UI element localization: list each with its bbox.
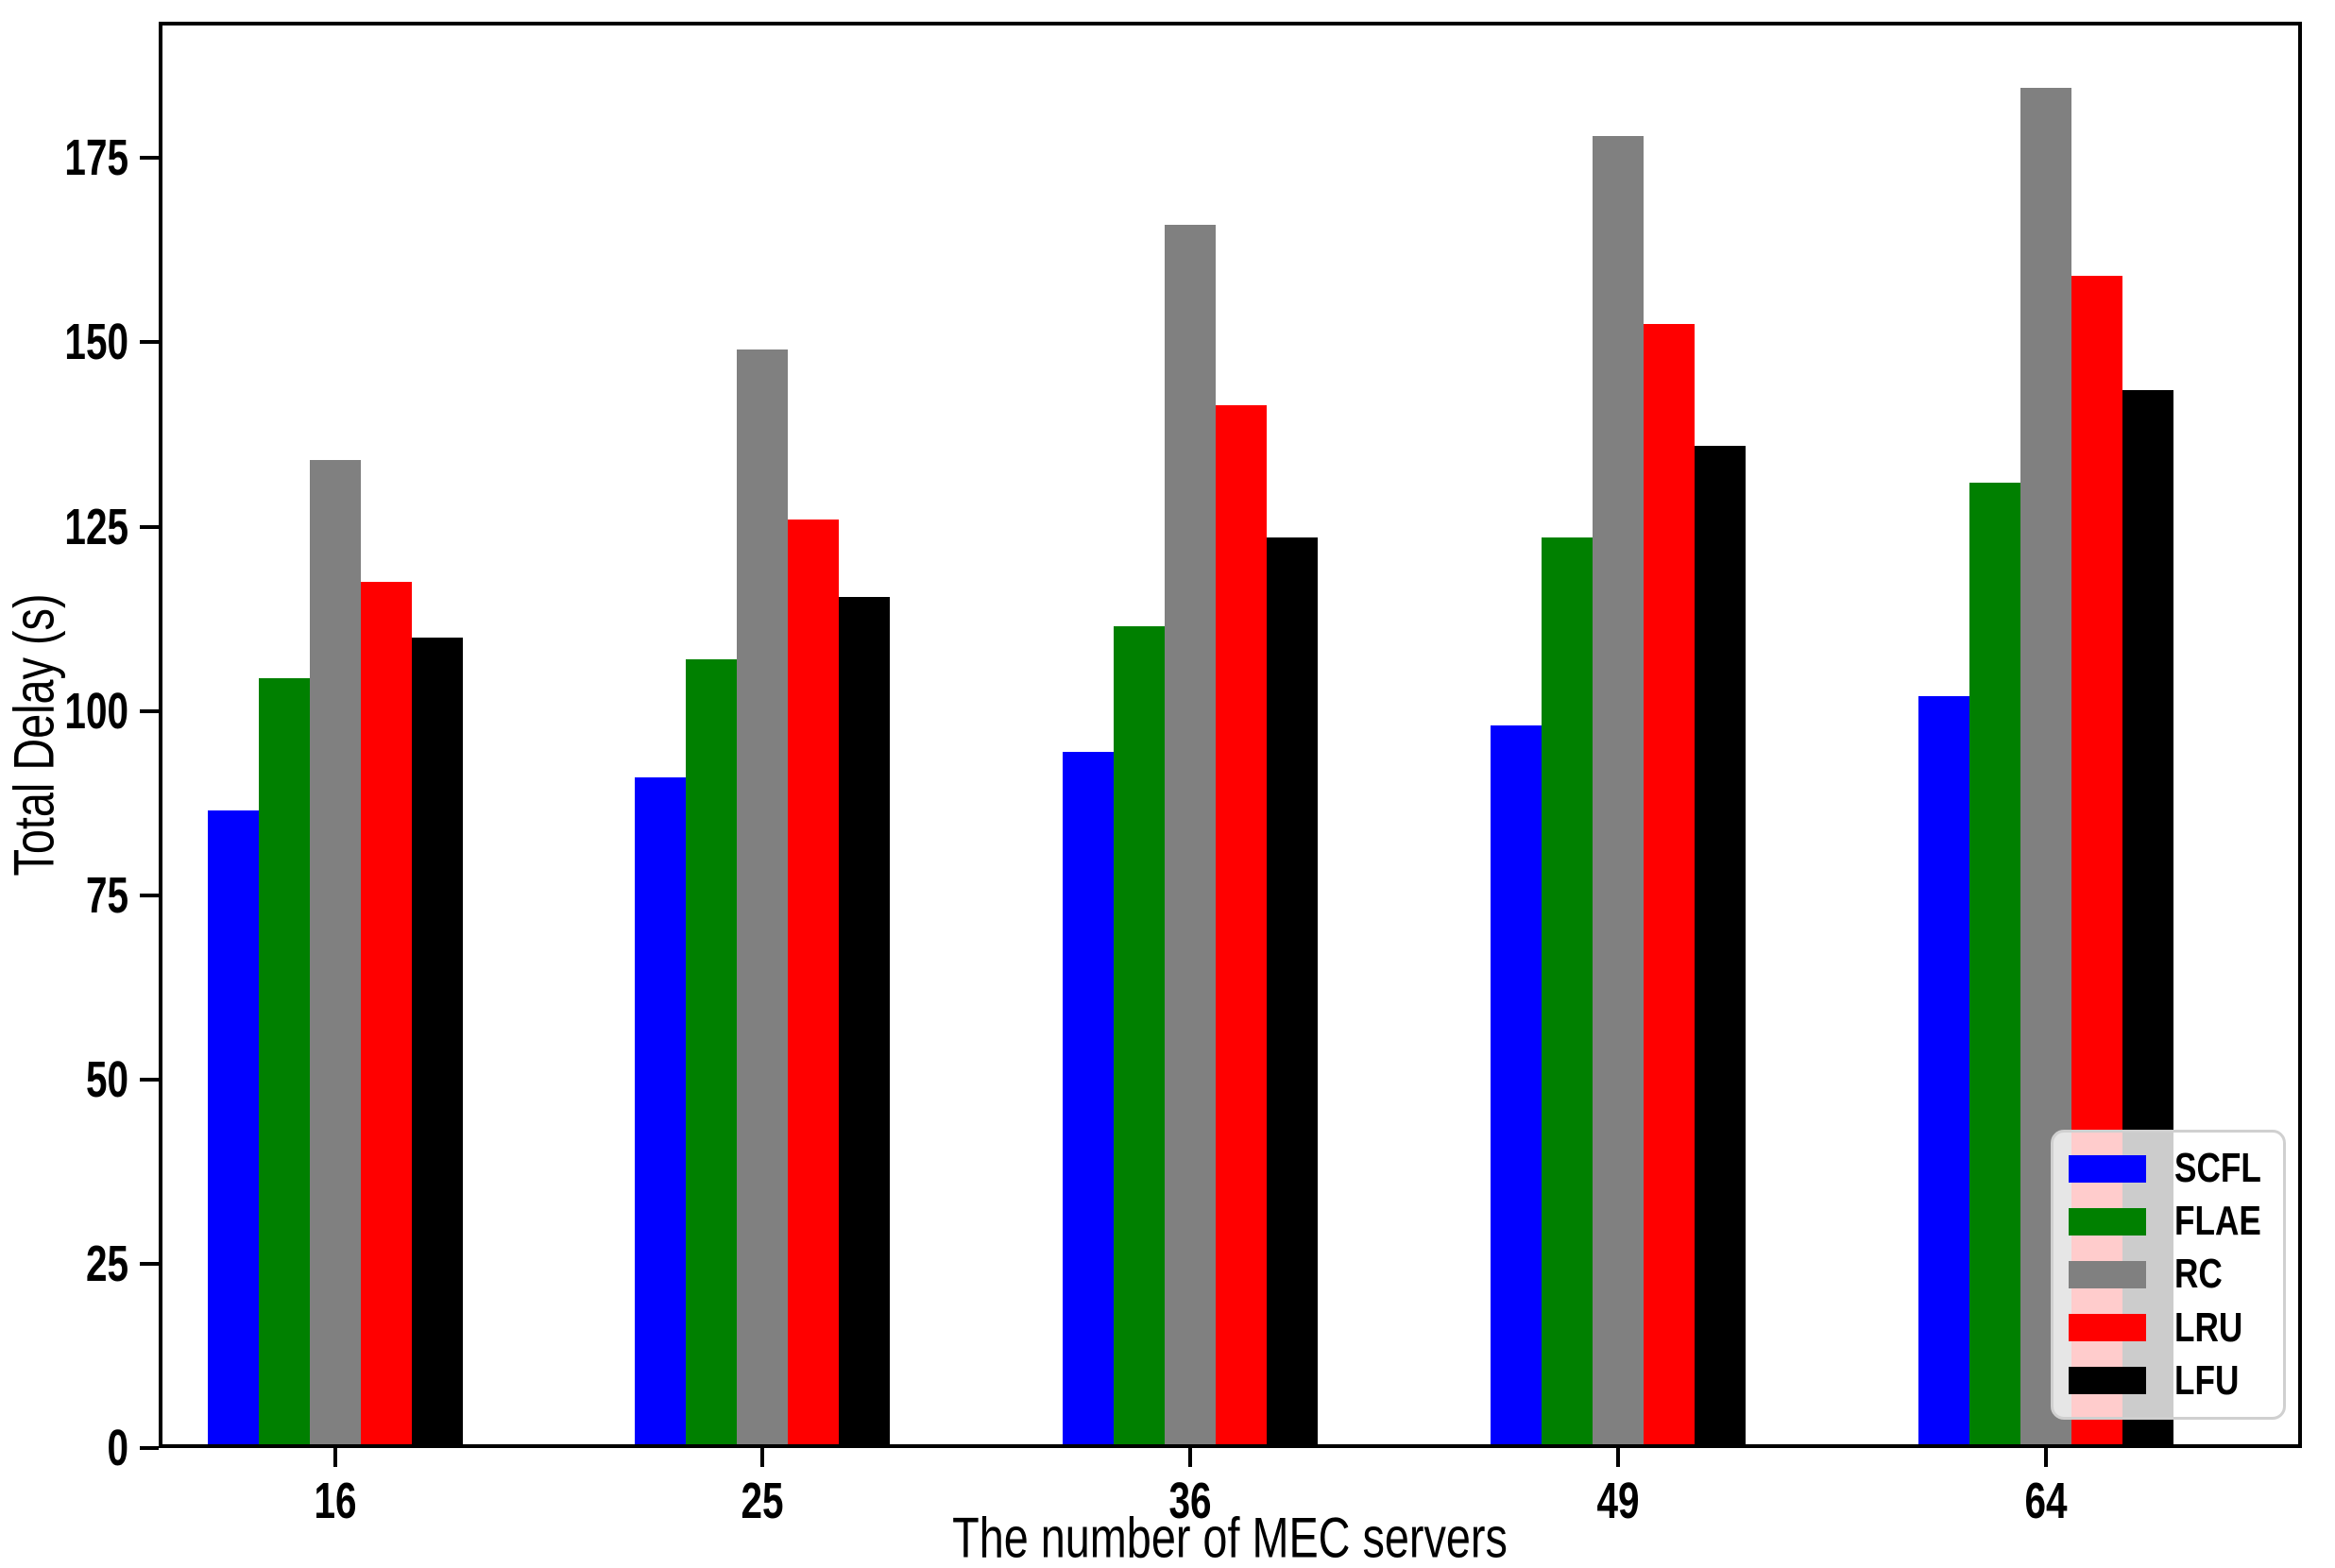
x-tick-mark bbox=[760, 1448, 764, 1467]
legend-label: LFU bbox=[2174, 1356, 2240, 1404]
legend-label: LRU bbox=[2174, 1304, 2243, 1351]
bar-LFU-36 bbox=[1267, 537, 1318, 1448]
legend-item-RC: RC bbox=[2054, 1251, 2283, 1298]
bar-LRU-25 bbox=[788, 519, 839, 1448]
y-tick-mark bbox=[140, 340, 159, 345]
x-axis-label: The number of MEC servers bbox=[952, 1506, 1508, 1568]
x-tick-mark bbox=[1188, 1448, 1192, 1467]
y-tick-mark bbox=[140, 1077, 159, 1082]
y-tick-mark bbox=[140, 524, 159, 529]
y-tick-mark bbox=[140, 156, 159, 161]
bar-RC-49 bbox=[1593, 135, 1644, 1448]
bar-LRU-49 bbox=[1644, 323, 1695, 1448]
bar-SCFL-64 bbox=[1918, 696, 1969, 1448]
bar-LFU-25 bbox=[839, 596, 890, 1448]
bar-SCFL-16 bbox=[208, 810, 259, 1448]
x-tick-mark bbox=[333, 1448, 337, 1467]
bar-RC-36 bbox=[1165, 224, 1216, 1448]
y-tick-mark bbox=[140, 708, 159, 713]
y-tick-label: 100 bbox=[64, 682, 128, 740]
bar-FLAE-16 bbox=[259, 677, 310, 1448]
bar-SCFL-25 bbox=[635, 776, 686, 1448]
bar-FLAE-25 bbox=[686, 659, 737, 1448]
y-axis-label: Total Delay (s) bbox=[2, 593, 66, 877]
y-tick-label: 150 bbox=[64, 314, 128, 371]
x-tick-label: 49 bbox=[1596, 1473, 1640, 1529]
bar-LRU-36 bbox=[1216, 404, 1267, 1448]
y-tick-label: 75 bbox=[85, 866, 128, 924]
legend-swatch-SCFL bbox=[2069, 1154, 2146, 1183]
bar-LRU-16 bbox=[361, 582, 412, 1448]
legend-item-LFU: LFU bbox=[2054, 1357, 2283, 1405]
x-tick-label: 25 bbox=[741, 1473, 784, 1529]
bar-FLAE-49 bbox=[1542, 537, 1593, 1448]
legend-swatch-LFU bbox=[2069, 1367, 2146, 1395]
y-tick-mark bbox=[140, 893, 159, 897]
bar-RC-25 bbox=[737, 349, 788, 1448]
legend-label: RC bbox=[2174, 1251, 2223, 1298]
bar-SCFL-49 bbox=[1491, 725, 1542, 1448]
x-tick-mark bbox=[2044, 1448, 2048, 1467]
bar-FLAE-64 bbox=[1969, 482, 2020, 1448]
bar-SCFL-36 bbox=[1063, 751, 1114, 1448]
bar-FLAE-36 bbox=[1114, 625, 1165, 1448]
legend-swatch-FLAE bbox=[2069, 1207, 2146, 1236]
legend-label: SCFL bbox=[2174, 1145, 2261, 1192]
bar-RC-16 bbox=[310, 460, 361, 1448]
y-tick-mark bbox=[140, 1446, 159, 1450]
y-tick-label: 125 bbox=[64, 498, 128, 555]
y-tick-label: 175 bbox=[64, 129, 128, 187]
y-tick-label: 25 bbox=[85, 1235, 128, 1292]
x-tick-label: 64 bbox=[2024, 1473, 2068, 1529]
legend-swatch-LRU bbox=[2069, 1314, 2146, 1342]
legend-swatch-RC bbox=[2069, 1260, 2146, 1288]
y-tick-label: 0 bbox=[107, 1420, 128, 1476]
x-tick-label: 36 bbox=[1168, 1473, 1212, 1529]
legend-item-LRU: LRU bbox=[2054, 1304, 2283, 1352]
bar-LFU-16 bbox=[412, 637, 463, 1448]
bar-LFU-49 bbox=[1695, 445, 1746, 1448]
legend-item-SCFL: SCFL bbox=[2054, 1145, 2283, 1192]
x-tick-mark bbox=[1616, 1448, 1620, 1467]
y-tick-mark bbox=[140, 1261, 159, 1266]
legend-item-FLAE: FLAE bbox=[2054, 1198, 2283, 1245]
y-tick-label: 50 bbox=[85, 1050, 128, 1108]
x-tick-label: 16 bbox=[314, 1473, 357, 1529]
legend-label: FLAE bbox=[2174, 1198, 2261, 1245]
legend: SCFL FLAE RC LRU LFU bbox=[2051, 1130, 2286, 1420]
